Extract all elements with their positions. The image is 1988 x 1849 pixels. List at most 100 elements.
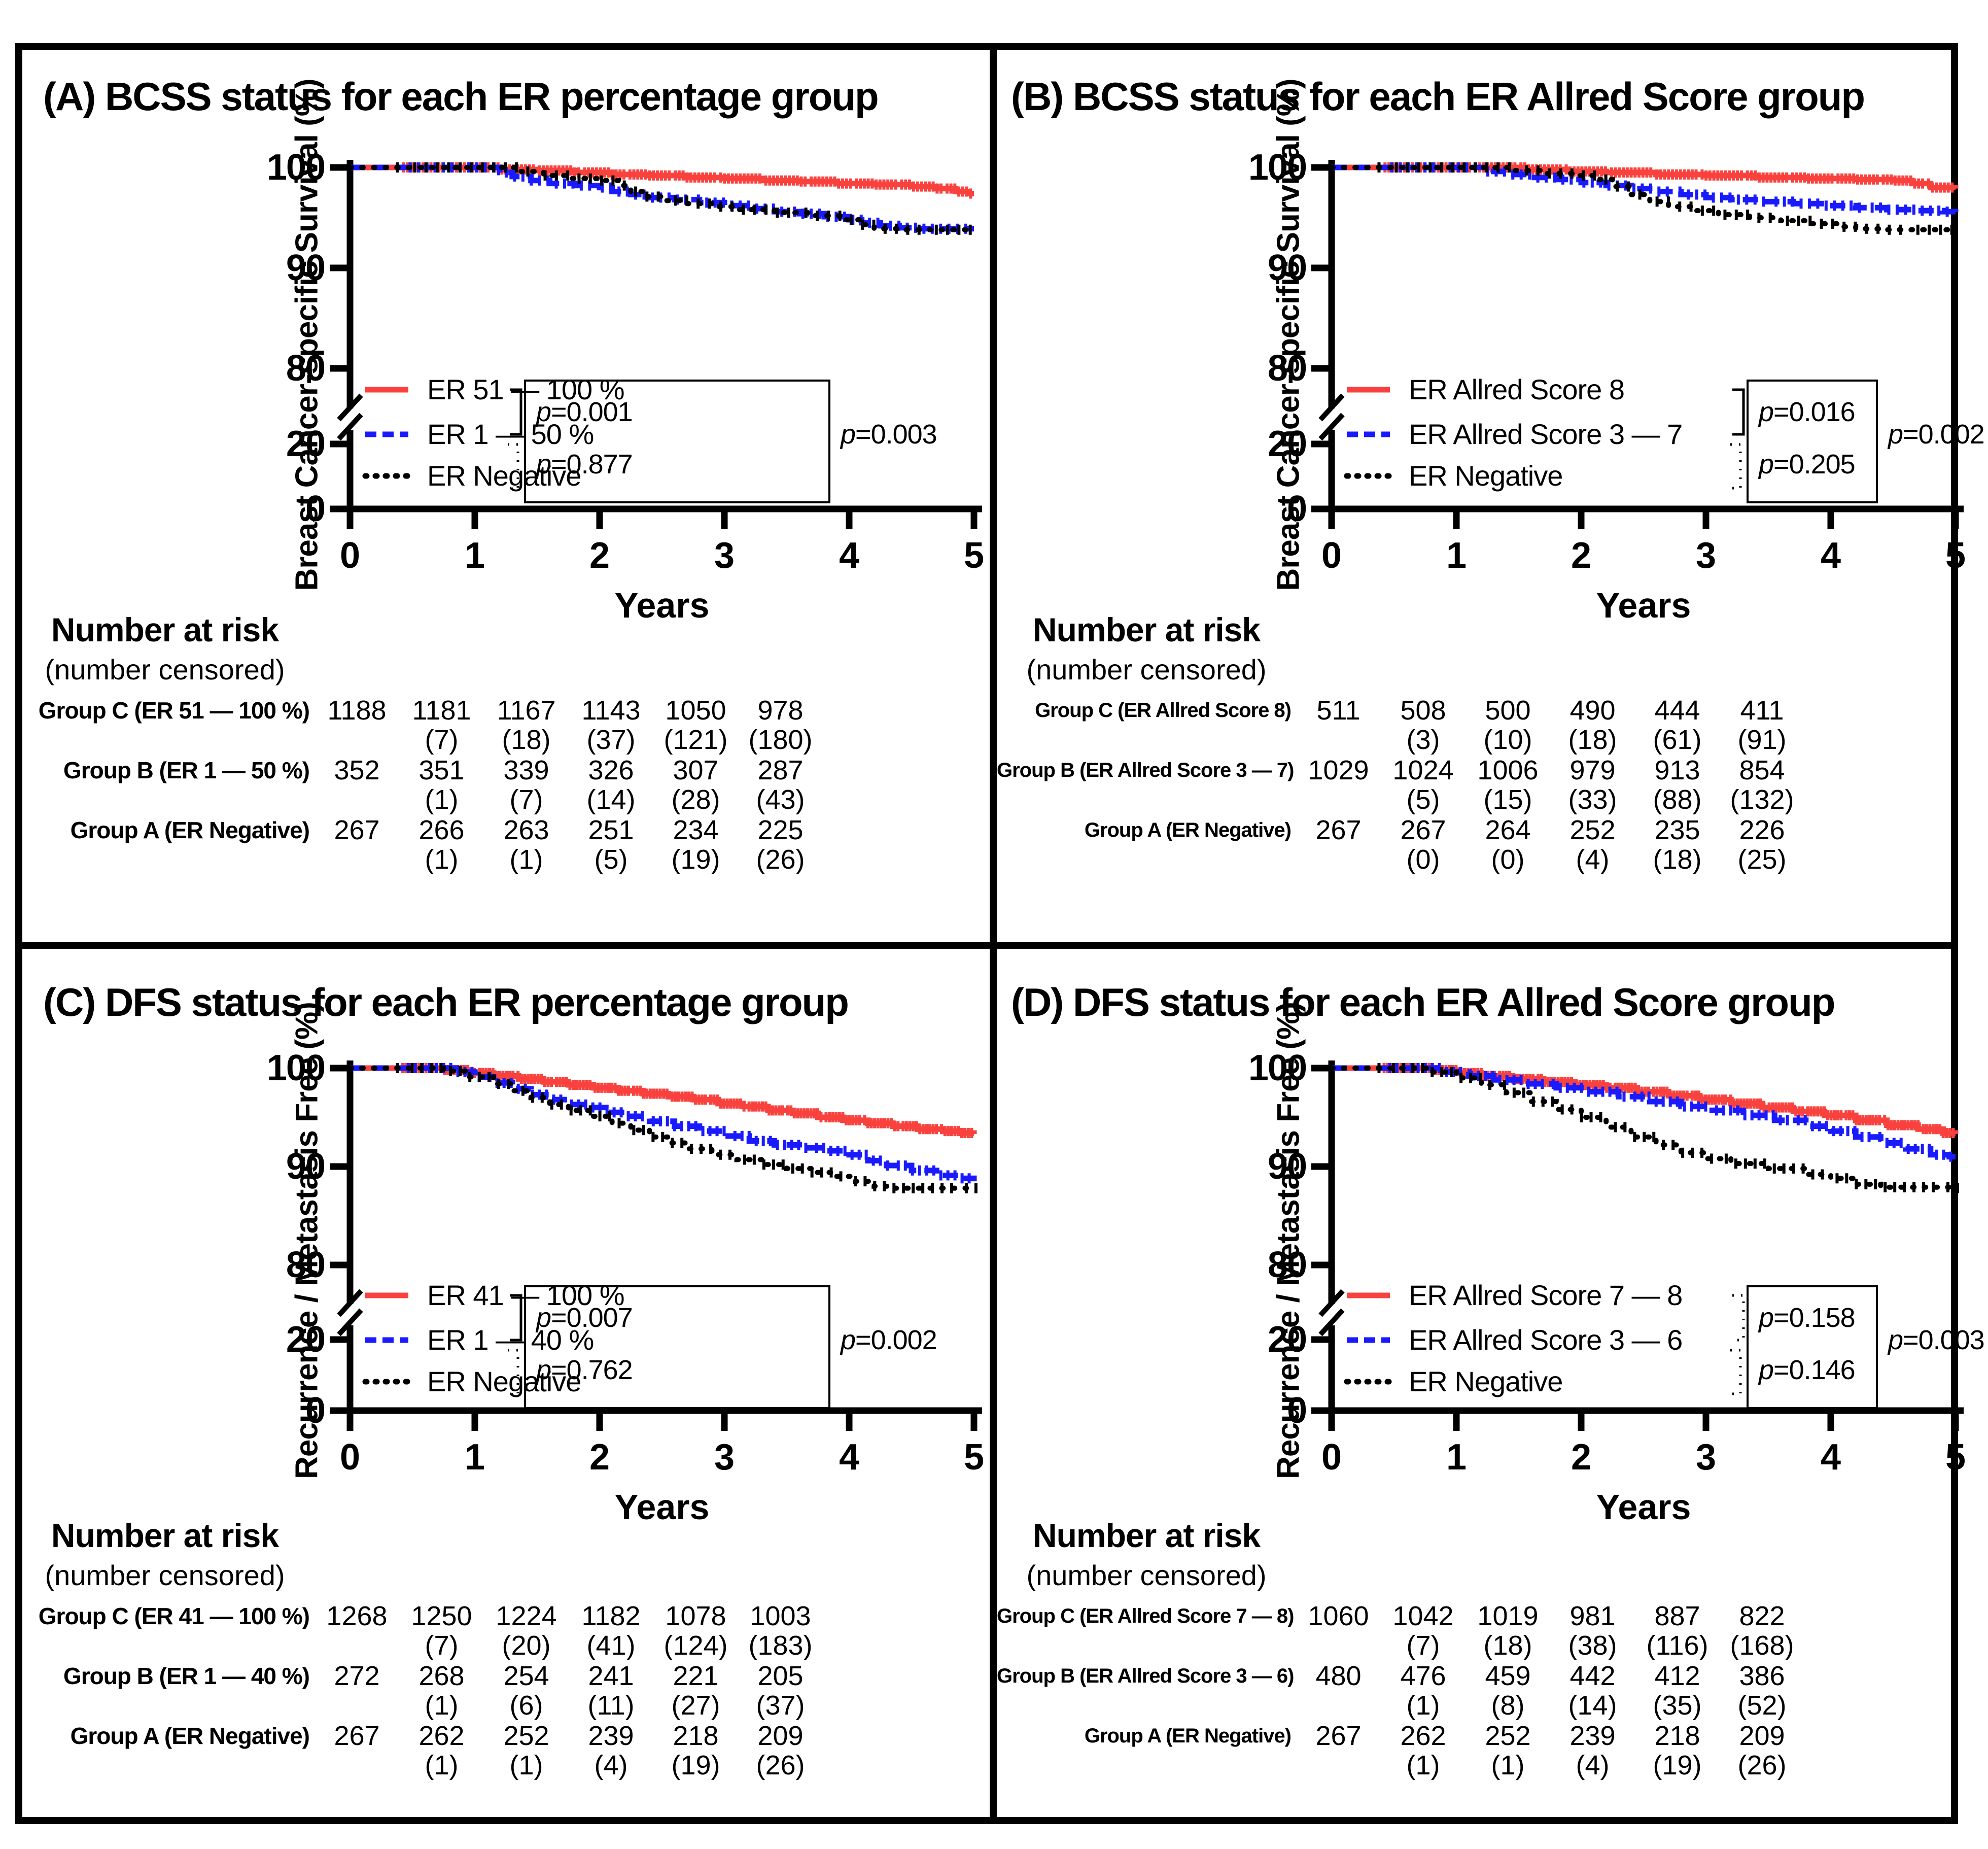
risk-row: Group B (ER Allred Score 3 — 6) 480 476 (1)… [997,1661,1869,1720]
risk-cell: 266 (1) [399,815,484,874]
risk-count: 234 [673,815,719,845]
risk-count: 226 [1739,815,1785,845]
risk-count: 854 [1739,755,1785,785]
number-at-risk-title: Number at risk [51,611,279,648]
risk-cell: 442 (14) [1550,1661,1635,1720]
risk-count: 887 [1654,1601,1700,1631]
risk-count: 307 [673,755,719,785]
risk-censored: (15) [1483,784,1532,815]
risk-count: 252 [1570,815,1616,845]
risk-rows: Group C (ER Allred Score 7 — 8) 1060 1042(… [997,1601,1869,1779]
risk-count: 442 [1570,1661,1616,1691]
risk-cell: 981 (38) [1550,1601,1635,1660]
risk-cell: 822 (168) [1720,1601,1804,1660]
risk-cell: 252 (4) [1550,815,1635,874]
risk-cell: 254 (6) [484,1661,569,1720]
risk-censored: (14) [1568,1690,1617,1721]
risk-cell: 218 (19) [653,1721,738,1779]
risk-cell: 209 (26) [1720,1721,1804,1779]
risk-cell: 307 (28) [653,755,738,814]
risk-cell: 1042 (7) [1381,1601,1466,1660]
risk-count: 252 [1485,1721,1531,1751]
risk-censored: (25) [1737,844,1787,875]
risk-count: 267 [1400,815,1446,845]
risk-cell: 1181 (7) [399,695,484,754]
risk-censored: (124) [664,1630,728,1661]
risk-cell: 209 (26) [738,1721,823,1779]
risk-count: 1029 [1308,755,1369,785]
risk-count: 326 [588,755,634,785]
risk-group-label: Group B (ER 1 — 50 %) [63,757,310,783]
risk-censored: (37) [756,1690,805,1721]
risk-cell: 252 (1) [484,1721,569,1779]
risk-cell: 459 (8) [1466,1661,1550,1720]
risk-censored: (1) [509,844,543,875]
risk-censored: (1) [425,784,459,815]
number-at-risk-table: Number at risk (number censored) Group C… [997,610,1869,875]
risk-censored: (20) [502,1630,551,1661]
number-at-risk-title: Number at risk [1032,1517,1261,1554]
risk-row: Group B (ER 1 — 40 %) 272 268 (1) 254 (6) 241(… [15,1661,888,1720]
risk-censored: (26) [756,844,805,875]
risk-group-label: Group B (ER 1 — 40 %) [63,1663,310,1689]
risk-count: 459 [1485,1661,1531,1691]
risk-censored: (26) [1737,1750,1787,1780]
risk-censored: (4) [1576,844,1610,875]
risk-count: 500 [1485,695,1531,726]
risk-count: 241 [588,1661,634,1691]
risk-count: 490 [1570,695,1616,726]
risk-count: 209 [757,1721,804,1751]
risk-count: 1167 [497,695,556,726]
risk-censored: (7) [1406,1630,1440,1661]
km-plot [330,160,982,529]
risk-row: Group B (ER 1 — 50 %) 352 351 (1) 339 (7) 326(… [15,755,888,814]
risk-count: 239 [588,1721,634,1751]
risk-censored: (33) [1568,784,1617,815]
risk-cell: 234 (19) [653,815,738,874]
risk-count: 822 [1739,1601,1785,1631]
risk-count: 1019 [1477,1601,1539,1631]
risk-group-label: Group A (ER Negative) [70,1723,310,1749]
axes [1311,1060,1964,1431]
risk-censored: (19) [671,1750,720,1780]
risk-cell: 235 (18) [1635,815,1720,874]
risk-censored: (19) [1653,1750,1702,1780]
risk-censored: (11) [587,1690,635,1721]
risk-censored: (116) [1646,1630,1708,1661]
risk-cell: 1029 [1296,755,1381,785]
axes [330,1060,982,1431]
number-at-risk-table: Number at risk (number censored) Group C… [997,1516,1869,1780]
risk-cell: 205 (37) [738,1661,823,1720]
panel-title: (D) DFS status for each ER Allred Score … [1011,980,1835,1024]
risk-censored: (180) [748,725,813,755]
risk-rows: Group C (ER 51 — 100 %) 1188 1181 (7) 1167 (1… [15,695,888,874]
risk-count: 218 [1654,1721,1700,1751]
axes [1311,160,1964,529]
censor-ticks-black [396,1063,978,1193]
axes [330,160,982,529]
risk-cell: 508 (3) [1381,695,1466,754]
risk-count: 264 [1485,815,1531,845]
censor-ticks-red [1377,1063,1955,1139]
risk-censored: (18) [1568,725,1617,755]
risk-group-label: Group B (ER Allred Score 3 — 6) [997,1665,1294,1687]
risk-cell: 262 (1) [1381,1721,1466,1779]
risk-count: 508 [1400,695,1446,726]
risk-cell: 1050 (121) [653,695,738,754]
risk-cell: 979 (33) [1550,755,1635,814]
panel-title: (A) BCSS status for each ER percentage g… [43,74,879,119]
risk-cell: 411 (91) [1720,695,1804,754]
risk-count: 239 [1570,1721,1616,1751]
risk-count: 1224 [496,1601,557,1631]
risk-cell: 854 (132) [1720,755,1804,814]
risk-censored: (5) [1406,784,1440,815]
risk-cell: 241 (11) [569,1661,653,1720]
km-plot [1311,1060,1964,1431]
risk-censored: (4) [594,1750,628,1780]
risk-cell: 268 (1) [399,1661,484,1720]
risk-cell: 1078 (124) [653,1601,738,1660]
risk-cell: 218 (19) [1635,1721,1720,1779]
risk-count: 981 [1570,1601,1616,1631]
risk-cell: 913 (88) [1635,755,1720,814]
